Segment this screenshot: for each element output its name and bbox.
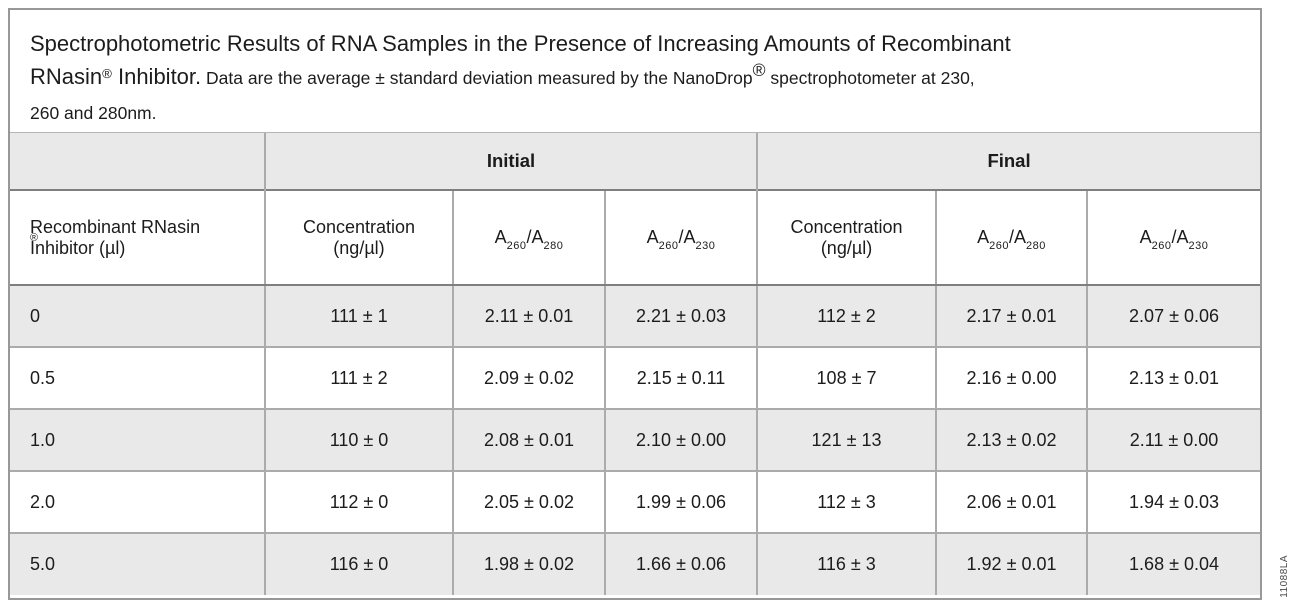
results-table: Initial Final Recombinant RNasin ® Inhibi… [10, 133, 1261, 595]
column-header-row: Recombinant RNasin ® Inhibitor (µl) Conce… [10, 189, 1261, 286]
caption-note-part2: spectrophotometer at 230, [765, 68, 975, 88]
registered-mark: ® [102, 66, 112, 82]
col-header-inhibitor: Recombinant RNasin ® Inhibitor (µl) [10, 189, 265, 286]
caption-title-part3: Inhibitor. [111, 64, 202, 89]
group-header-initial: Initial [263, 133, 758, 190]
figure-caption: Spectrophotometric Results of RNA Sample… [10, 10, 1260, 133]
cell-initial-a260-a280: 2.11 ± 0.01 [452, 285, 605, 347]
cell-final-a260-a280: 2.13 ± 0.02 [935, 408, 1088, 471]
cell-final-a260-a230: 1.68 ± 0.04 [1086, 532, 1261, 595]
cell-final-a260-a280: 2.06 ± 0.01 [935, 470, 1088, 533]
col-header-final-a260-a230: A260/A230 [1086, 189, 1261, 286]
col-header-final-a260-a280: A260/A280 [935, 189, 1088, 286]
table-row: 0.5 111 ± 2 2.09 ± 0.02 2.15 ± 0.11 108 … [10, 346, 1261, 409]
cell-initial-a260-a230: 1.99 ± 0.06 [603, 470, 758, 533]
cell-final-concentration: 112 ± 2 [756, 285, 937, 347]
col-header-initial-concentration: Concentration (ng/µl) [264, 189, 453, 286]
cell-initial-concentration: 112 ± 0 [264, 470, 453, 533]
cell-initial-a260-a280: 1.98 ± 0.02 [452, 532, 605, 595]
cell-final-concentration: 108 ± 7 [756, 346, 937, 409]
cell-final-a260-a280: 1.92 ± 0.01 [935, 532, 1088, 595]
group-header-empty [10, 133, 265, 190]
registered-mark: ® [752, 60, 766, 81]
cell-final-a260-a230: 1.94 ± 0.03 [1086, 470, 1261, 533]
cell-final-concentration: 112 ± 3 [756, 470, 937, 533]
cell-inhibitor-volume: 0.5 [10, 346, 265, 409]
col-header-initial-a260-a280: A260/A280 [452, 189, 605, 286]
col-header-initial-a260-a230: A260/A230 [603, 189, 758, 286]
caption-note-line3: 260 and 280nm. [30, 103, 157, 123]
figure-container: Spectrophotometric Results of RNA Sample… [8, 8, 1262, 600]
cell-final-a260-a230: 2.13 ± 0.01 [1086, 346, 1261, 409]
cell-initial-a260-a230: 2.21 ± 0.03 [603, 285, 758, 347]
cell-initial-a260-a230: 2.10 ± 0.00 [603, 408, 758, 471]
cell-final-a260-a280: 2.16 ± 0.00 [935, 346, 1088, 409]
cell-initial-a260-a280: 2.09 ± 0.02 [452, 346, 605, 409]
cell-initial-concentration: 111 ± 1 [264, 285, 453, 347]
cell-inhibitor-volume: 2.0 [10, 470, 265, 533]
cell-final-a260-a230: 2.07 ± 0.06 [1086, 285, 1261, 347]
col-header-inhibitor-line2: Inhibitor (µl) [30, 237, 126, 258]
caption-title-part2: RNasin [30, 64, 103, 89]
cell-final-a260-a230: 2.11 ± 0.00 [1086, 408, 1261, 471]
caption-note-part1: Data are the average ± standard deviatio… [201, 68, 753, 88]
cell-initial-a260-a280: 2.08 ± 0.01 [452, 408, 605, 471]
table-row: 1.0 110 ± 0 2.08 ± 0.01 2.10 ± 0.00 121 … [10, 408, 1261, 471]
cell-initial-concentration: 116 ± 0 [264, 532, 453, 595]
table-row: 5.0 116 ± 0 1.98 ± 0.02 1.66 ± 0.06 116 … [10, 532, 1261, 595]
cell-initial-concentration: 111 ± 2 [264, 346, 453, 409]
cell-inhibitor-volume: 0 [10, 285, 265, 347]
cell-final-concentration: 121 ± 13 [756, 408, 937, 471]
cell-initial-a260-a280: 2.05 ± 0.02 [452, 470, 605, 533]
cell-final-concentration: 116 ± 3 [756, 532, 937, 595]
table-row: 2.0 112 ± 0 2.05 ± 0.02 1.99 ± 0.06 112 … [10, 470, 1261, 533]
cell-final-a260-a280: 2.17 ± 0.01 [935, 285, 1088, 347]
cell-initial-concentration: 110 ± 0 [264, 408, 453, 471]
col-header-final-concentration: Concentration (ng/µl) [756, 189, 937, 286]
table-row: 0 111 ± 1 2.11 ± 0.01 2.21 ± 0.03 112 ± … [10, 285, 1261, 347]
cell-initial-a260-a230: 1.66 ± 0.06 [603, 532, 758, 595]
cell-inhibitor-volume: 5.0 [10, 532, 265, 595]
group-header-final: Final [756, 133, 1261, 190]
col-header-inhibitor-line1: Recombinant RNasin ® [30, 216, 201, 244]
cell-inhibitor-volume: 1.0 [10, 408, 265, 471]
figure-code: 11088LA [1279, 555, 1290, 598]
group-header-row: Initial Final [10, 133, 1261, 190]
caption-title-line1: Spectrophotometric Results of RNA Sample… [30, 31, 1011, 56]
cell-initial-a260-a230: 2.15 ± 0.11 [603, 346, 758, 409]
